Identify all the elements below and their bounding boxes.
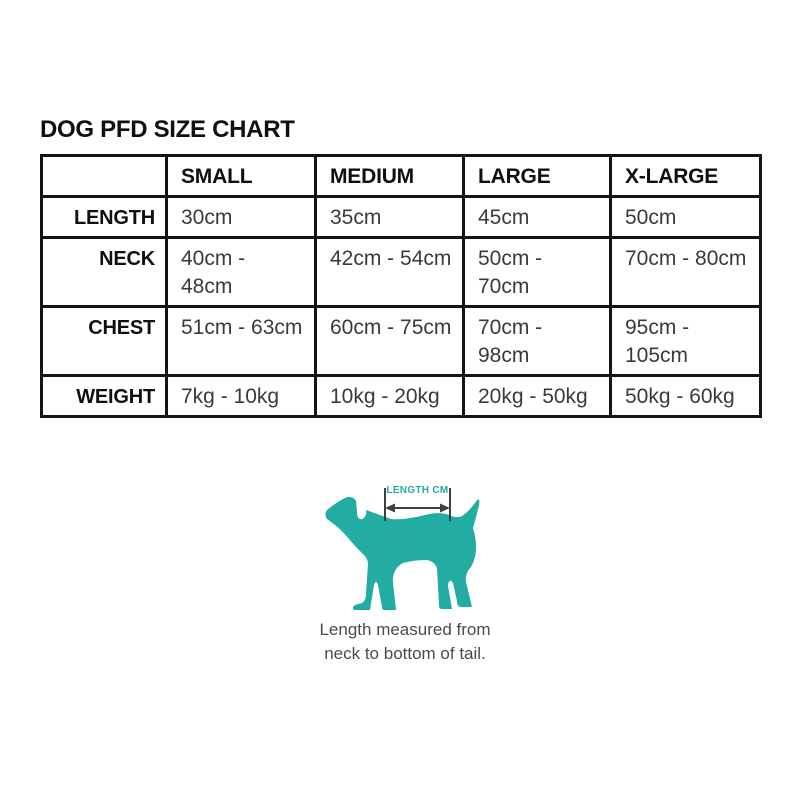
column-header-large: LARGE	[462, 154, 612, 198]
dog-silhouette-path	[325, 497, 480, 610]
size-chart-table: SMALL MEDIUM LARGE X-LARGE LENGTH 30cm 3…	[40, 154, 762, 418]
length-measurement-diagram: LENGTH CM Length measured from neck to b…	[0, 470, 800, 800]
table-row-chest: CHEST 51cm - 63cm 60cm - 75cm 70cm - 98c…	[40, 305, 762, 377]
length-small-cell: 30cm	[165, 195, 317, 239]
neck-medium-cell: 42cm - 54cm	[314, 236, 465, 308]
column-header-small: SMALL	[165, 154, 317, 198]
neck-small-cell: 40cm - 48cm	[165, 236, 317, 308]
column-header-x-large: X-LARGE	[609, 154, 762, 198]
row-label-chest: CHEST	[40, 305, 168, 377]
weight-large-cell: 20kg - 50kg	[462, 374, 612, 418]
chest-x-large-cell: 95cm - 105cm	[609, 305, 762, 377]
length-arrow-icon	[385, 503, 450, 513]
header-row: SMALL MEDIUM LARGE X-LARGE	[40, 154, 762, 198]
weight-small-cell: 7kg - 10kg	[165, 374, 317, 418]
neck-large-cell: 50cm - 70cm	[462, 236, 612, 308]
corner-cell	[40, 154, 168, 198]
chest-small-cell: 51cm - 63cm	[165, 305, 317, 377]
diagram-caption: Length measured from neck to bottom of t…	[319, 620, 491, 663]
length-large-cell: 45cm	[462, 195, 612, 239]
measure-endbar-right	[449, 488, 451, 521]
neck-x-large-cell: 70cm - 80cm	[609, 236, 762, 308]
row-label-weight: WEIGHT	[40, 374, 168, 418]
weight-x-large-cell: 50kg - 60kg	[609, 374, 762, 418]
length-medium-cell: 35cm	[314, 195, 465, 239]
measure-endbar-left	[384, 488, 386, 521]
weight-medium-cell: 10kg - 20kg	[314, 374, 465, 418]
table-row-neck: NECK 40cm - 48cm 42cm - 54cm 50cm - 70cm…	[40, 236, 762, 308]
arrow-label: LENGTH CM	[386, 485, 449, 496]
dog-silhouette-icon	[325, 497, 480, 610]
column-header-medium: MEDIUM	[314, 154, 465, 198]
page-title: DOG PFD SIZE CHART	[40, 116, 295, 143]
table-row-weight: WEIGHT 7kg - 10kg 10kg - 20kg 20kg - 50k…	[40, 374, 762, 418]
table-row-length: LENGTH 30cm 35cm 45cm 50cm	[40, 195, 762, 239]
row-label-length: LENGTH	[40, 195, 168, 239]
row-label-neck: NECK	[40, 236, 168, 308]
chest-large-cell: 70cm - 98cm	[462, 305, 612, 377]
length-x-large-cell: 50cm	[609, 195, 762, 239]
chest-medium-cell: 60cm - 75cm	[314, 305, 465, 377]
